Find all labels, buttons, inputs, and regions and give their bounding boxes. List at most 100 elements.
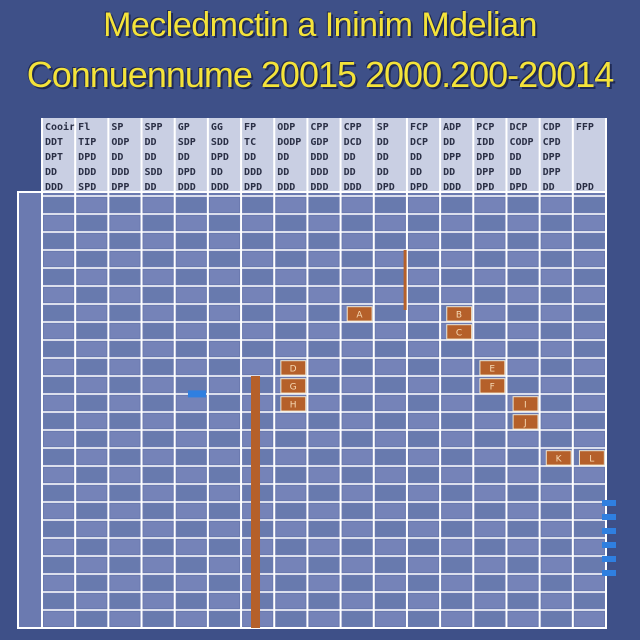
grid-cell: [110, 324, 140, 338]
header-cell: DD: [543, 182, 555, 193]
header-cell: TC: [244, 137, 256, 148]
header-cell: DPD: [576, 182, 594, 193]
grid-cell: [541, 414, 571, 428]
grid-cell: [508, 486, 538, 500]
grid-cell: [44, 486, 74, 500]
grid-cell: [110, 576, 140, 590]
grid-cell: [574, 216, 604, 230]
grid-cell: [276, 612, 306, 626]
grid-cell: [77, 234, 107, 248]
grid-cell: [44, 540, 74, 554]
grid-cell: [44, 432, 74, 446]
marker-label: C: [456, 329, 462, 339]
grid-cell: [508, 360, 538, 374]
grid-cell: [574, 234, 604, 248]
grid-cell: [342, 504, 372, 518]
grid-cell: [110, 486, 140, 500]
marker-box: [479, 378, 506, 394]
grid-cell: [574, 342, 604, 356]
grid-cell: [77, 360, 107, 374]
grid-cell: [375, 414, 405, 428]
grid-cell: [309, 540, 339, 554]
grid-cell: [243, 216, 273, 230]
grid-cell: [176, 198, 206, 212]
grid-cell: [541, 594, 571, 608]
header-cell: DPT: [45, 152, 63, 163]
grid-cell: [143, 378, 173, 392]
marker-label: B: [456, 311, 462, 321]
grid-cell: [309, 414, 339, 428]
grid-cell: [143, 270, 173, 284]
grid-cell: [276, 522, 306, 536]
grid-cell: [243, 324, 273, 338]
header-cell: DDD: [310, 152, 328, 163]
grid-cell: [176, 540, 206, 554]
grid-cell: [408, 342, 439, 356]
grid-cell: [143, 486, 173, 500]
grid-cell: [574, 432, 604, 446]
grid-cell: [508, 432, 538, 446]
grid-cell: [442, 486, 472, 500]
grid-cell: [408, 396, 439, 410]
grid-cell: [77, 252, 107, 266]
grid-cell: [209, 558, 240, 572]
grid-cell: [475, 450, 505, 464]
header-cell: DD: [244, 152, 256, 163]
header-cell: DD: [410, 167, 422, 178]
grid-cell: [110, 522, 140, 536]
header-cell: SDD: [211, 137, 229, 148]
grid-cell: [44, 468, 74, 482]
grid-cell: [508, 522, 538, 536]
grid-cell: [408, 450, 439, 464]
grid-cell: [110, 450, 140, 464]
grid-cell: [508, 540, 538, 554]
grid-cell: [309, 360, 339, 374]
grid-cell: [442, 414, 472, 428]
marker-box: [280, 378, 307, 394]
grid-cell: [110, 414, 140, 428]
grid-cell: [176, 522, 206, 536]
grid-cell: [176, 612, 206, 626]
grid-cell: [77, 378, 107, 392]
grid-cell: [408, 270, 439, 284]
grid-cell: [408, 612, 439, 626]
grid-cell: [110, 270, 140, 284]
grid-cell: [44, 414, 74, 428]
grid-cell: [508, 504, 538, 518]
grid-cell: [276, 270, 306, 284]
grid-cell: [77, 288, 107, 302]
grid-cell: [574, 252, 604, 266]
grid-cell: [342, 324, 372, 338]
grid-cell: [342, 414, 372, 428]
header-cell: FFP: [576, 122, 594, 133]
grid-cell: [475, 558, 505, 572]
grid-cell: [375, 450, 405, 464]
grid-cell: [309, 198, 339, 212]
header-cell: DDD: [45, 182, 63, 193]
grid-cell: [209, 540, 240, 554]
highlight-bar: [251, 376, 261, 628]
header-cell: DPP: [543, 167, 561, 178]
grid-cell: [309, 270, 339, 284]
grid-cell: [209, 414, 240, 428]
grid-cell: [541, 522, 571, 536]
grid-cell: [209, 450, 240, 464]
grid-cell: [44, 252, 74, 266]
grid-cell: [375, 486, 405, 500]
grid-cell: [574, 486, 604, 500]
grid-cell: [309, 612, 339, 626]
grid-cell: [44, 576, 74, 590]
grid-cell: [176, 594, 206, 608]
grid-cell: [475, 576, 505, 590]
grid-cell: [44, 396, 74, 410]
grid-cell: [143, 216, 173, 230]
grid-cell: [77, 450, 107, 464]
grid-cell: [209, 324, 240, 338]
header-cell: GG: [211, 122, 223, 133]
header-cell: DD: [178, 152, 190, 163]
grid-cell: [143, 522, 173, 536]
grid-cell: [375, 522, 405, 536]
header-cell: DDD: [178, 182, 196, 193]
grid-cell: [408, 252, 439, 266]
grid-cell: [442, 522, 472, 536]
